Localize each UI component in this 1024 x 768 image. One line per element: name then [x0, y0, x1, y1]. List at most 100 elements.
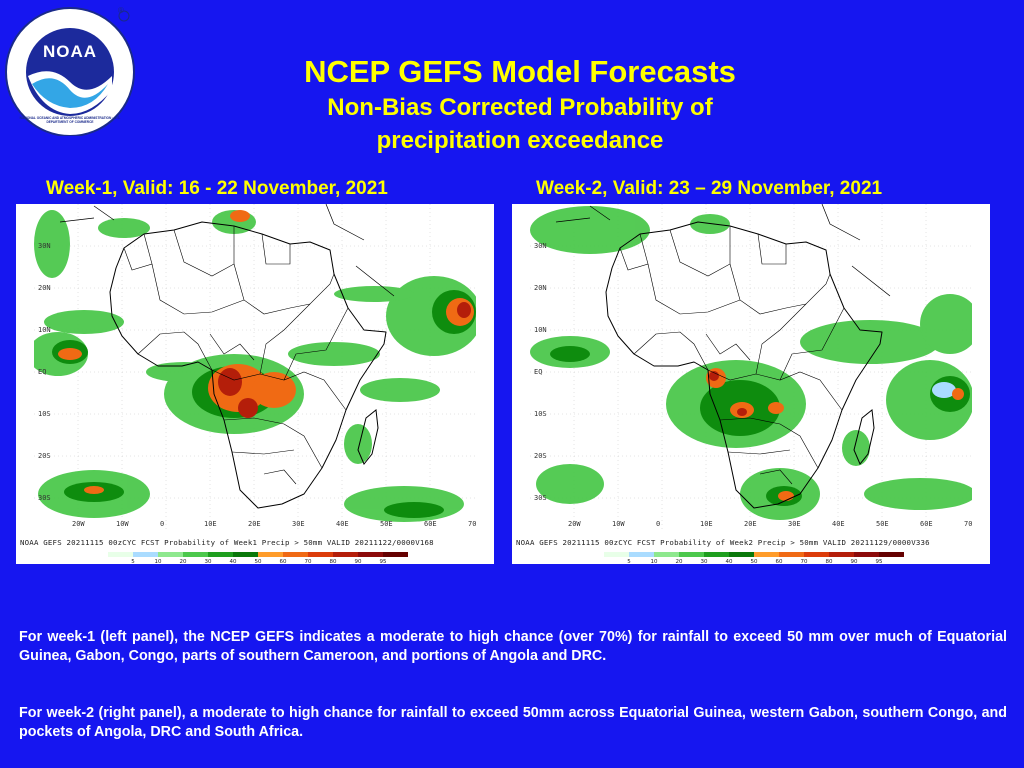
colorbar-swatch	[383, 552, 408, 557]
colorbar-swatch	[729, 552, 754, 557]
latitude-label: 10S	[534, 410, 547, 418]
week2-heading: Week-2, Valid: 23 – 29 November, 2021	[536, 178, 883, 199]
latitude-label: 30N	[534, 242, 547, 250]
latitude-label: 30S	[534, 494, 547, 502]
colorbar-swatch	[679, 552, 704, 557]
latitude-label: 10N	[38, 326, 51, 334]
colorbar-swatch	[133, 552, 158, 557]
longitude-label: 50E	[380, 520, 393, 528]
week1-description: For week-1 (left panel), the NCEP GEFS i…	[19, 629, 1007, 664]
longitude-label: 10W	[116, 520, 129, 528]
longitude-label: 0	[656, 520, 660, 528]
latitude-label: EQ	[534, 368, 542, 376]
colorbar-swatch	[854, 552, 879, 557]
colorbar-label: 20	[675, 559, 683, 564]
colorbar-label: 30	[700, 559, 708, 564]
longitude-label: 20W	[72, 520, 85, 528]
colorbar-swatch	[604, 552, 629, 557]
noaa-logo-text: NOAA	[42, 42, 98, 61]
colorbar-label: 95	[379, 559, 387, 564]
week1-map-footer: NOAA GEFS 20211115 00zCYC FCST Probabili…	[20, 538, 434, 547]
longitude-label: 10E	[204, 520, 217, 528]
colorbar-label: 70	[800, 559, 808, 564]
colorbar-swatch	[183, 552, 208, 557]
week1-colorbar	[108, 552, 408, 557]
colorbar-label: 60	[775, 559, 783, 564]
colorbar-label: 50	[254, 559, 262, 564]
colorbar-swatch	[208, 552, 233, 557]
longitude-label: 60E	[424, 520, 437, 528]
latitude-label: 20S	[38, 452, 51, 460]
latitude-label: 10S	[38, 410, 51, 418]
colorbar-label: 50	[750, 559, 758, 564]
week1-probability-map: 30N 20N 10N EQ 10S 20S 30S 20W 10W 0 10E 20E 30E 40E 5…	[34, 204, 476, 530]
colorbar-label: 5	[627, 559, 631, 564]
colorbar-label: 10	[650, 559, 658, 564]
longitude-label: 60E	[920, 520, 933, 528]
latitude-label: 30S	[38, 494, 51, 502]
latitude-label: 30N	[38, 242, 51, 250]
longitude-label: 20W	[568, 520, 581, 528]
colorbar-swatch	[358, 552, 383, 557]
longitude-label: 50E	[876, 520, 889, 528]
colorbar-label: 40	[725, 559, 733, 564]
colorbar-swatch	[879, 552, 904, 557]
week2-map-panel: 30N 20N 10N EQ 10S 20S 30S 20W 10W 0 10E 20E 30E 40E 5…	[512, 204, 990, 564]
page-subtitle-line1: Non-Bias Corrected Probability of	[327, 94, 713, 121]
colorbar-swatch	[804, 552, 829, 557]
noaa-logo: NOAA ® NATIONAL OCEANIC AND ATMOSPHERIC …	[2, 4, 138, 137]
colorbar-swatch	[829, 552, 854, 557]
longitude-label: 20E	[744, 520, 757, 528]
colorbar-swatch	[308, 552, 333, 557]
colorbar-label: 20	[179, 559, 187, 564]
longitude-label: 40E	[832, 520, 845, 528]
longitude-label: 0	[160, 520, 164, 528]
colorbar-label: 40	[229, 559, 237, 564]
longitude-label: 70E	[964, 520, 972, 528]
week2-map-footer: NOAA GEFS 20211115 00zCYC FCST Probabili…	[516, 538, 930, 547]
colorbar-swatch	[779, 552, 804, 557]
colorbar-swatch	[754, 552, 779, 557]
week2-description: For week-2 (right panel), a moderate to …	[19, 705, 1007, 740]
latitude-label: 20S	[534, 452, 547, 460]
page-subtitle-line2: precipitation exceedance	[376, 127, 664, 154]
colorbar-swatch	[629, 552, 654, 557]
week1-heading: Week-1, Valid: 16 - 22 November, 2021	[46, 178, 388, 199]
latitude-label: 20N	[38, 284, 51, 292]
longitude-label: 10E	[700, 520, 713, 528]
page-title: NCEP GEFS Model Forecasts	[304, 54, 736, 89]
colorbar-label: 95	[875, 559, 883, 564]
latitude-label: EQ	[38, 368, 46, 376]
colorbar-swatch	[333, 552, 358, 557]
colorbar-label: 80	[825, 559, 833, 564]
longitude-label: 70E	[468, 520, 476, 528]
week2-colorbar-labels: 5 10 20 30 40 50 60 70 80 90 95	[604, 559, 904, 564]
longitude-label: 30E	[788, 520, 801, 528]
week2-colorbar	[604, 552, 904, 557]
colorbar-swatch	[704, 552, 729, 557]
longitude-label: 30E	[292, 520, 305, 528]
noaa-registered-mark: ®	[118, 6, 124, 15]
colorbar-label: 90	[850, 559, 858, 564]
colorbar-swatch	[283, 552, 308, 557]
noaa-ring-text: NATIONAL OCEANIC AND ATMOSPHERIC ADMINIS…	[19, 116, 121, 124]
colorbar-swatch	[108, 552, 133, 557]
longitude-label: 40E	[336, 520, 349, 528]
latitude-label: 10N	[534, 326, 547, 334]
colorbar-swatch	[233, 552, 258, 557]
longitude-label: 10W	[612, 520, 625, 528]
colorbar-swatch	[654, 552, 679, 557]
colorbar-label: 10	[154, 559, 162, 564]
colorbar-label: 60	[279, 559, 287, 564]
week1-map-panel: 30N 20N 10N EQ 10S 20S 30S 20W 10W 0 10E 20E 30E 40E 5…	[16, 204, 494, 564]
colorbar-label: 5	[131, 559, 135, 564]
colorbar-label: 70	[304, 559, 312, 564]
latitude-label: 20N	[534, 284, 547, 292]
longitude-label: 20E	[248, 520, 261, 528]
colorbar-label: 30	[204, 559, 212, 564]
colorbar-swatch	[258, 552, 283, 557]
colorbar-label: 90	[354, 559, 362, 564]
week2-probability-map: 30N 20N 10N EQ 10S 20S 30S 20W 10W 0 10E 20E 30E 40E 5…	[530, 204, 972, 530]
week1-colorbar-labels: 5 10 20 30 40 50 60 70 80 90 95	[108, 559, 408, 564]
colorbar-label: 80	[329, 559, 337, 564]
